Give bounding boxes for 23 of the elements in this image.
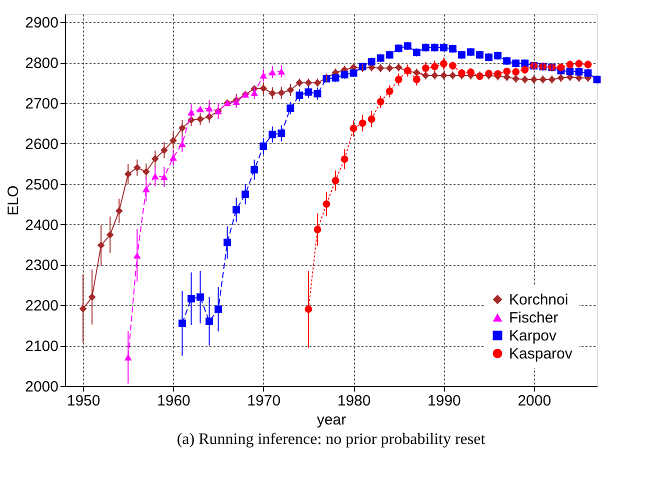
y-tick-label: 2800 bbox=[25, 55, 58, 72]
legend-label: Kasparov bbox=[509, 346, 573, 362]
y-tick-label: 2400 bbox=[25, 216, 58, 234]
legend-label: Korchnoi bbox=[509, 292, 568, 308]
x-tick-label: 1970 bbox=[247, 392, 281, 410]
y-tick-label: 2700 bbox=[25, 95, 58, 112]
y-tick-label: 2600 bbox=[25, 136, 58, 153]
legend-label: Karpov bbox=[509, 328, 558, 344]
x-tick-label: 1990 bbox=[428, 392, 461, 410]
y-tick-label: 2100 bbox=[25, 338, 58, 356]
legend-label: Fischer bbox=[509, 310, 558, 326]
y-tick-label: 2900 bbox=[25, 14, 58, 32]
x-tick-label: 1980 bbox=[337, 392, 371, 410]
x-axis-title: year bbox=[316, 412, 346, 428]
x-tick-label: 2000 bbox=[518, 392, 552, 410]
y-tick-label: 2200 bbox=[25, 298, 58, 315]
y-axis-title: ELO bbox=[5, 185, 22, 216]
y-tick-label: 2300 bbox=[25, 257, 58, 274]
text: (a) Running inference: no prior probability reset bbox=[176, 431, 486, 448]
y-tick-label: 2500 bbox=[25, 176, 58, 194]
x-tick-label: 1950 bbox=[66, 392, 100, 410]
y-tick-label: 2000 bbox=[25, 378, 58, 396]
x-tick-label: 1960 bbox=[157, 392, 190, 410]
